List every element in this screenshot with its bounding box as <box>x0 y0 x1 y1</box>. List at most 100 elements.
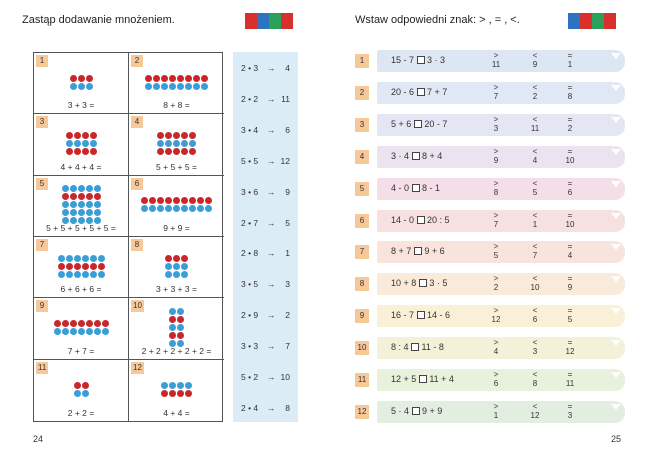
strip-value: 4 <box>285 63 290 73</box>
answer-box[interactable] <box>413 247 422 256</box>
addition-expression: 9 + 9 = <box>163 222 190 233</box>
dot-row <box>169 324 184 331</box>
symbol-value: 6 <box>493 379 499 388</box>
blue-dot <box>177 381 184 389</box>
right-expression: 11 + 4 <box>429 374 454 384</box>
symbol-value: 6 <box>567 187 573 197</box>
blue-dot <box>65 270 73 278</box>
red-dot <box>77 193 85 201</box>
red-dot <box>73 147 81 155</box>
blue-dot <box>169 308 176 315</box>
arrow-icon: → <box>267 372 276 382</box>
right-expression: 20 : 5 <box>427 214 450 225</box>
blue-dot <box>177 82 184 90</box>
answer-box[interactable] <box>416 87 425 96</box>
blue-dot <box>173 139 180 147</box>
blue-dot <box>85 201 93 209</box>
answer-box[interactable] <box>411 406 420 415</box>
arrow-icon: → <box>267 124 276 135</box>
page-number-left: 24 <box>33 434 44 444</box>
symbol-value: 9 <box>532 60 538 69</box>
dot-group <box>129 67 224 97</box>
red-dot <box>173 131 180 139</box>
answer-box[interactable] <box>411 183 420 192</box>
dot-group <box>34 128 128 158</box>
blue-dot <box>145 82 152 90</box>
dot-row <box>157 147 196 155</box>
left-expression: 8 : 4 <box>391 342 409 353</box>
strip-expression: 2 • 7 <box>241 217 259 228</box>
red-dot <box>153 74 160 82</box>
blue-dot <box>205 205 212 213</box>
row-number: 4 <box>355 149 369 164</box>
comparison-expression: 8 : 4 11 - 8 <box>391 342 444 352</box>
row-number: 1 <box>355 54 369 68</box>
red-dot <box>177 332 184 339</box>
dot-group <box>34 374 128 405</box>
symbol-gt: >3 <box>486 115 506 133</box>
answer-box[interactable] <box>413 119 422 128</box>
red-dot <box>89 131 97 139</box>
strip-expression: 3 • 3 <box>241 341 259 352</box>
row-band <box>377 400 625 423</box>
addition-expression: 2 + 2 + 2 + 2 + 2 = <box>141 345 212 356</box>
symbol-gt: >7 <box>486 83 506 101</box>
blue-dot <box>185 82 192 90</box>
symbol-eq: = 6 <box>560 179 580 197</box>
blue-dot <box>85 82 93 90</box>
strip-value: 5 <box>285 217 290 228</box>
row-band <box>377 177 625 200</box>
answer-box[interactable] <box>418 375 427 383</box>
blue-dot <box>61 327 69 335</box>
red-dot <box>157 147 164 155</box>
strip-value: 10 <box>280 372 290 382</box>
symbol-value: 11 <box>491 60 501 69</box>
blue-dot <box>65 139 73 147</box>
dot-row <box>65 139 97 147</box>
dot-row <box>161 389 192 397</box>
symbol-value: 12 <box>530 410 540 420</box>
answer-box[interactable] <box>416 311 425 320</box>
answer-box[interactable] <box>418 279 427 288</box>
dot-row <box>57 270 105 278</box>
grid-cell: 9 7 + 7 = <box>34 298 129 360</box>
blue-dot <box>169 324 176 331</box>
left-instruction: Zastąp dodawanie mnożeniem. <box>22 14 175 26</box>
symbol-gt: >12 <box>486 306 506 324</box>
strip-row: 3 • 5 → 3 <box>233 278 298 290</box>
red-dot <box>169 74 176 82</box>
symbol-sign: > <box>493 338 499 348</box>
red-dot <box>197 197 204 205</box>
strip-expression: 3 • 4 <box>241 124 259 135</box>
row-band <box>377 273 625 296</box>
blue-dot <box>169 381 176 389</box>
dot-group <box>34 312 128 342</box>
strip-row: 5 • 2 → 10 <box>233 371 298 383</box>
answer-box[interactable] <box>411 343 420 352</box>
grid-cell: 5 5 + 5 + 5 + 5 + 5 = <box>34 175 129 237</box>
strip-row: 2 • 3 → 4 <box>233 62 298 74</box>
symbol-sign: = <box>567 242 573 252</box>
red-dot <box>77 319 85 327</box>
blue-dot <box>81 270 89 278</box>
symbol-sign: = <box>567 210 573 220</box>
page-number-right: 25 <box>611 434 622 444</box>
comparison-expression: 15 - 7 3 · 3 <box>391 55 445 65</box>
strip-row: 2 • 8 → 1 <box>233 247 298 259</box>
strip-row: 2 • 7 → 5 <box>233 217 298 229</box>
answer-box[interactable] <box>416 215 425 224</box>
symbol-eq: = 5 <box>560 306 580 324</box>
blue-dot <box>57 270 65 278</box>
dot-group <box>129 190 224 220</box>
strip-value: 2 <box>285 310 290 321</box>
answer-box[interactable] <box>411 151 420 160</box>
blue-dot <box>61 217 69 225</box>
grid-cell: 8 3 + 3 + 3 = <box>129 237 224 299</box>
answer-box[interactable] <box>416 56 425 64</box>
comparison-row: 9 16 - 7 14 - 6 >12 <6 = 5 <box>355 305 625 328</box>
cell-number: 2 <box>131 55 143 67</box>
symbol-value: 12 <box>491 315 501 325</box>
row-number: 10 <box>355 341 369 356</box>
dot-group <box>129 251 224 281</box>
blue-dot <box>77 82 85 90</box>
